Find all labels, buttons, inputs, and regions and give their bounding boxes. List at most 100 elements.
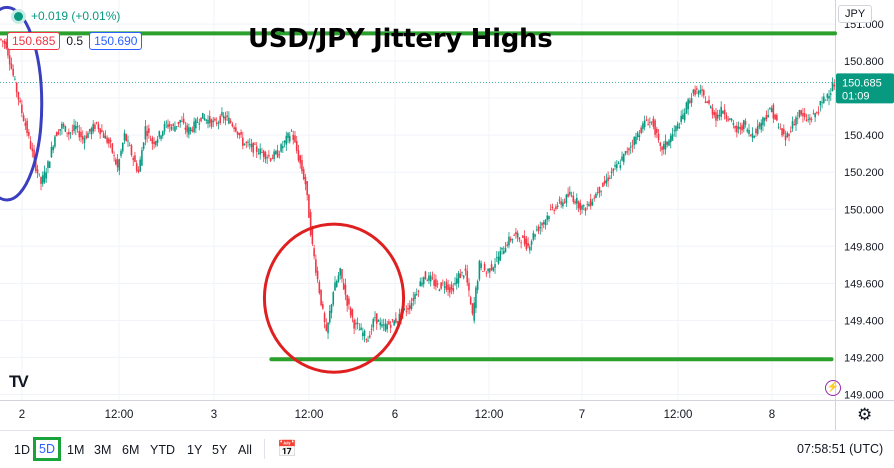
candle-body [365,339,368,340]
candle-body [108,138,110,144]
candle-body [139,159,141,172]
candle-body [355,322,357,325]
candle-body [356,322,359,325]
candle-body [636,132,639,138]
candle-body [530,241,533,245]
price-axis-panel [835,0,894,430]
range-ytd-button[interactable]: YTD [150,443,175,457]
candle-body [68,132,70,135]
candle-body [633,137,636,146]
candle-body [330,304,333,313]
candle-body [758,123,761,127]
candle-body [142,142,145,149]
candle-body [563,201,566,203]
candle-body [71,130,74,132]
candle-body [424,271,427,279]
candle-body [163,123,166,132]
candle-body [419,281,422,287]
candle-body [546,215,549,220]
bar-countdown: 01:09 [842,90,870,102]
candle-body [41,175,44,184]
candle-body [3,40,6,44]
candle-body [242,137,244,146]
candle-body [363,330,366,337]
candle-body [743,120,745,130]
candle-body [280,144,282,152]
candle-body [490,264,493,270]
candle-body [489,268,491,273]
candle-body [709,106,712,109]
candle-body [487,268,489,272]
price-chart[interactable]: 151.000150.800150.600150.400150.200150.0… [0,0,894,430]
range-1d-button[interactable]: 1D [14,443,30,457]
candle-body [261,152,263,153]
range-1m-button[interactable]: 1M [67,443,85,457]
candle-body [576,197,578,204]
candle-body [88,129,91,132]
candle-body [316,270,319,280]
candle-body [629,146,632,148]
gear-icon[interactable]: ⚙ [857,405,873,424]
candle-body [226,115,228,118]
candle-body [508,236,510,246]
candle-body [87,133,89,138]
candle-body [90,128,93,135]
candle-body [54,136,56,147]
candle-body [829,93,832,95]
currency-button[interactable]: JPY [838,5,873,23]
candle-body [469,297,472,305]
range-all-button[interactable]: All [238,443,252,457]
candle-body [823,96,825,103]
candle-body [141,150,143,166]
candle-body [212,120,215,123]
candle-body [708,99,710,104]
range-5d-button[interactable]: 5D [33,437,61,461]
candle-body [8,55,11,65]
candle-body [358,329,361,331]
candle-body [685,102,688,114]
range-5y-button[interactable]: 5Y [212,443,228,457]
tradingview-logo-icon[interactable]: TV [9,372,29,391]
lightning-icon[interactable]: ⚡ [825,380,841,396]
candle-body [525,238,528,250]
candle-body [809,117,811,120]
candle-body [215,122,218,125]
candle-body [831,82,834,92]
range-1y-button[interactable]: 1Y [187,443,203,457]
candle-body [375,313,378,324]
range-6m-button[interactable]: 6M [122,443,140,457]
calendar-range-icon[interactable]: 📅 [277,441,297,458]
candle-body [666,141,669,145]
candle-body [449,287,451,293]
candle-body [549,209,552,210]
candle-body [24,122,27,126]
candle-body [337,275,340,282]
candle-body [475,287,477,309]
sell-button[interactable]: 150.685 [7,32,61,50]
candle-body [786,132,789,137]
candle-body [509,238,512,241]
candle-body [189,127,192,132]
candle-body [121,142,124,152]
candle-body [12,68,14,76]
candle-body [76,126,79,128]
candle-body [556,205,559,208]
candle-body [146,130,148,137]
candle-body [548,216,550,220]
candle-body [671,133,674,141]
candle-body [817,112,820,114]
candle-body [436,283,439,285]
candle-body [704,101,707,103]
range-3m-button[interactable]: 3M [94,443,112,457]
utc-clock[interactable]: 07:58:51 (UTC) [797,442,884,456]
candle-body [534,234,536,237]
candle-body [52,146,54,151]
candle-body [812,113,815,115]
candle-body [170,126,173,130]
candle-body [315,259,317,273]
market-open-dot-icon [14,11,23,21]
candle-body [410,302,413,309]
candle-body [800,110,803,115]
buy-button[interactable]: 150.690 [89,32,143,50]
candle-body [755,129,757,134]
